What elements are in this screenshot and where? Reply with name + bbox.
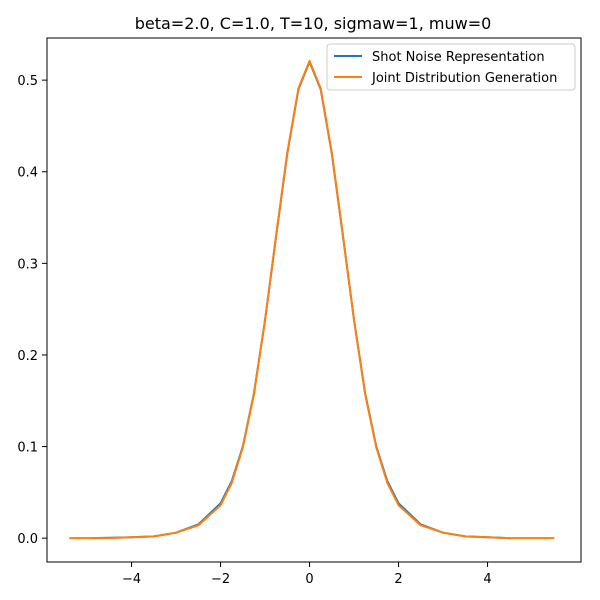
legend-label-shot-noise: Shot Noise Representation	[372, 50, 545, 65]
x-tick-label: 0	[305, 572, 313, 587]
legend-label-joint-distribution: Joint Distribution Generation	[371, 71, 557, 86]
series-lines	[69, 59, 555, 540]
y-tick-label: 0.4	[17, 166, 38, 181]
x-tick-label: 2	[394, 572, 402, 587]
y-tick-label: 0.0	[17, 532, 38, 547]
plot-area-frame	[46, 37, 582, 563]
x-axis: −4 −2 0 2 4	[122, 562, 492, 587]
y-tick-label: 0.3	[17, 257, 38, 272]
series-line-shot-noise	[91, 60, 510, 540]
y-axis: 0.0 0.1 0.2 0.3 0.4 0.5	[17, 74, 47, 547]
series-line-joint-distribution	[69, 59, 555, 540]
legend-box	[326, 43, 576, 91]
legend: Shot Noise Representation Joint Distribu…	[326, 43, 576, 91]
y-tick-label: 0.5	[17, 74, 38, 89]
y-tick-label: 0.2	[17, 349, 38, 364]
x-tick-label: −2	[211, 572, 230, 587]
x-tick-label: −4	[122, 572, 141, 587]
x-tick-label: 4	[483, 572, 491, 587]
chart-title: beta=2.0, C=1.0, T=10, sigmaw=1, muw=0	[135, 14, 492, 33]
y-tick-label: 0.1	[17, 441, 38, 456]
